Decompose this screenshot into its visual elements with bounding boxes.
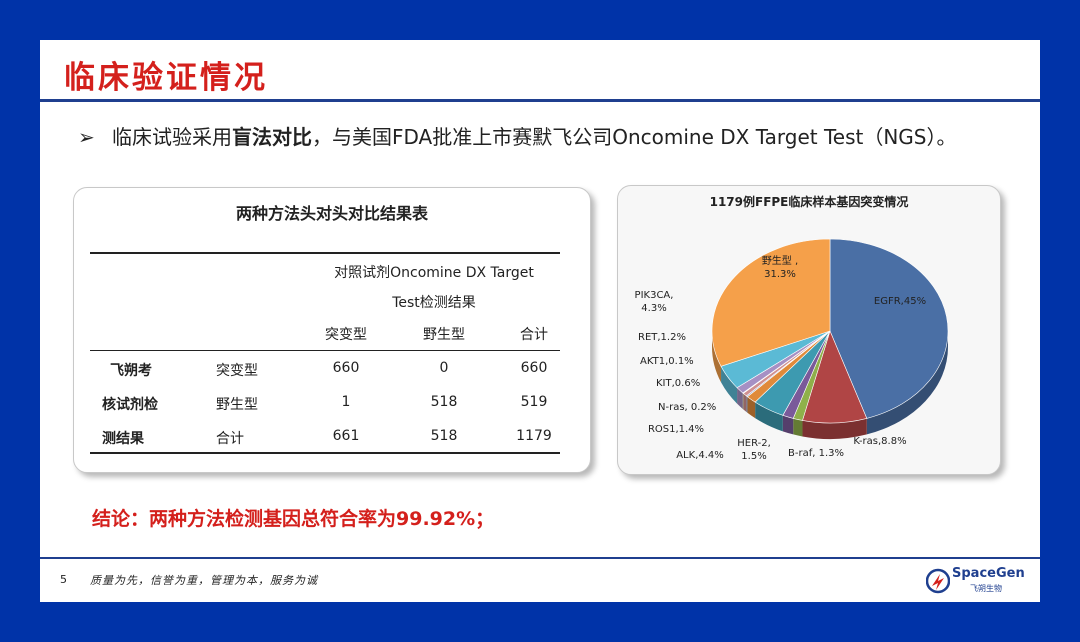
pie-slice xyxy=(829,238,949,419)
pie-slice-label: HER-2, 1.5% xyxy=(737,438,771,462)
bullet-point: ➢ 临床试验采用盲法对比，与美国FDA批准上市赛默飞公司Oncomine DX T… xyxy=(78,122,958,152)
logo-name: SpaceGen xyxy=(952,566,1025,581)
table-top-rule xyxy=(90,252,560,254)
pie-chart-panel: 1179例FFPE临床样本基因突变情况 EGFR,45% K-ras,8.8% B-… xyxy=(617,185,1001,475)
bullet-text-before: 临床试验采用 xyxy=(112,125,232,149)
pie-slice xyxy=(711,238,831,367)
table-cell: 518 xyxy=(430,394,458,410)
pie-slice-side xyxy=(721,366,738,404)
table-row-group-label: 飞朔考 xyxy=(110,363,152,379)
pie-slice-label: 野生型 , 31.3% xyxy=(762,254,798,280)
pie-slice-side xyxy=(755,402,783,432)
pie-slice-side xyxy=(802,418,867,439)
pie-slice-side xyxy=(737,387,743,409)
page-number: 5 xyxy=(60,573,67,586)
pie-slice-label: ALK,4.4% xyxy=(676,450,724,461)
bullet-arrow-icon: ➢ xyxy=(78,125,95,149)
spacegen-logo-icon xyxy=(926,568,950,594)
pie-slice-label: PIK3CA, 4.3% xyxy=(635,290,674,314)
pie-slice-side xyxy=(746,395,748,413)
table-bottom-rule xyxy=(90,452,560,454)
pie-slice-label: ROS1,1.4% xyxy=(648,424,704,435)
slide: 临床验证情况 ➢ 临床试验采用盲法对比，与美国FDA批准上市赛默飞公司Oncomi… xyxy=(40,40,1040,602)
slide-title: 临床验证情况 xyxy=(64,60,268,96)
title-divider xyxy=(40,99,1040,102)
pie-slice-side xyxy=(782,415,794,435)
table-cell: 1179 xyxy=(516,428,552,444)
table-col-header: 合计 xyxy=(520,327,548,343)
table-cell: 661 xyxy=(332,428,360,444)
table-cell: 1 xyxy=(341,394,351,410)
pie-chart: 1179例FFPE临床样本基因突变情况 EGFR,45% K-ras,8.8% B-… xyxy=(635,194,949,462)
pie-slice-side xyxy=(793,418,803,437)
pie-slice-label: B-raf, 1.3% xyxy=(788,448,844,459)
table-group-header-line2: Test检测结果 xyxy=(392,295,476,311)
pie-slice-label: RET,1.2% xyxy=(638,332,686,343)
table-cell: 660 xyxy=(520,360,548,376)
table-group-header-line1: 对照试剂Oncomine DX Target xyxy=(334,265,534,281)
comparison-table-panel: 两种方法头对头对比结果表 对照试剂Oncomine DX Target Test… xyxy=(73,187,591,473)
pie-slice-label: N-ras, 0.2% xyxy=(658,402,716,413)
table-row-label: 突变型 xyxy=(216,363,258,379)
table-header-rule xyxy=(90,350,560,351)
table-title: 两种方法头对头对比结果表 xyxy=(235,204,428,223)
table-row-label: 野生型 xyxy=(216,397,258,413)
table-row-group-label: 测结果 xyxy=(102,431,144,447)
table-col-header: 突变型 xyxy=(325,327,367,343)
spacegen-logo: SpaceGen 飞朔生物 xyxy=(926,564,1036,598)
bullet-text-after: ，与美国FDA批准上市赛默飞公司Oncomine DX Target Test（… xyxy=(312,125,957,149)
pie-slice-side xyxy=(747,396,756,419)
pie-slice-label: K-ras,8.8% xyxy=(853,436,906,447)
table-cell: 518 xyxy=(430,428,458,444)
pie-slice-side xyxy=(742,392,744,410)
pie-slice-label: KIT,0.6% xyxy=(656,378,700,389)
table-col-header: 野生型 xyxy=(423,327,465,343)
table-cell: 519 xyxy=(520,394,548,410)
footer-motto: 质量为先，信誉为重，管理为本，服务为诚 xyxy=(90,574,318,587)
pie-slice-side xyxy=(743,393,747,412)
conclusion-text: 结论：两种方法检测基因总符合率为99.92%； xyxy=(92,508,495,530)
chart-title: 1179例FFPE临床样本基因突变情况 xyxy=(710,194,909,209)
pie-slice-label: EGFR,45% xyxy=(874,296,926,307)
pie-slice-label: AKT1,0.1% xyxy=(640,356,694,367)
footer-divider xyxy=(40,557,1040,559)
table-cell: 660 xyxy=(332,360,360,376)
table-row-group-label: 核试剂检 xyxy=(102,397,158,413)
bullet-text-bold: 盲法对比 xyxy=(232,125,312,149)
table-cell: 0 xyxy=(439,360,449,376)
table-row-label: 合计 xyxy=(216,431,244,447)
pie-slice-side xyxy=(866,331,948,435)
logo-subtitle: 飞朔生物 xyxy=(970,584,1002,593)
